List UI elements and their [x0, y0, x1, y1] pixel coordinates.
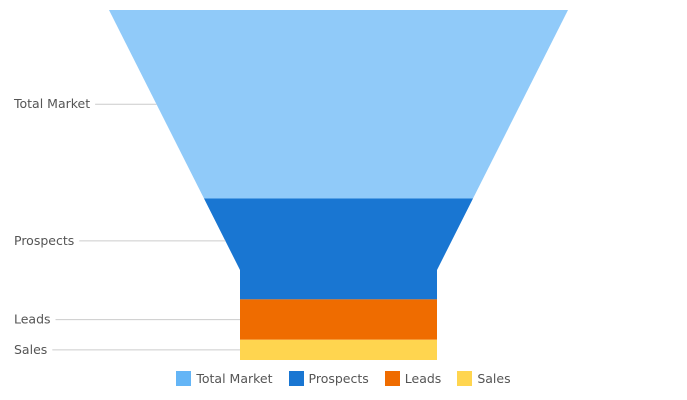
legend-item-leads[interactable]: Leads: [384, 370, 442, 386]
funnel-label-leads: Leads: [14, 312, 51, 327]
funnel-segment-sales[interactable]: [240, 339, 437, 360]
legend-item-sales[interactable]: Sales: [457, 370, 511, 386]
funnel-segment-total-market[interactable]: [109, 10, 568, 199]
legend-item-prospects[interactable]: Prospects: [288, 370, 369, 386]
legend-label-total-market: Total Market: [196, 370, 273, 386]
funnel-label-sales: Sales: [14, 342, 47, 357]
funnel-segment-prospects[interactable]: [204, 198, 473, 300]
chart-legend: Total Market Prospects Leads Sales: [0, 368, 687, 388]
legend-swatch-sales: [457, 370, 473, 386]
legend-swatch-leads: [384, 370, 400, 386]
legend-label-prospects: Prospects: [308, 370, 369, 386]
legend-label-sales: Sales: [477, 370, 511, 386]
legend-swatch-total-market: [176, 370, 192, 386]
funnel-segment-leads[interactable]: [240, 299, 437, 340]
funnel-label-prospects: Prospects: [14, 233, 74, 248]
legend-item-total-market[interactable]: Total Market: [176, 370, 273, 386]
legend-label-leads: Leads: [404, 370, 442, 386]
funnel-label-total-market: Total Market: [13, 96, 90, 111]
legend-swatch-prospects: [288, 370, 304, 386]
